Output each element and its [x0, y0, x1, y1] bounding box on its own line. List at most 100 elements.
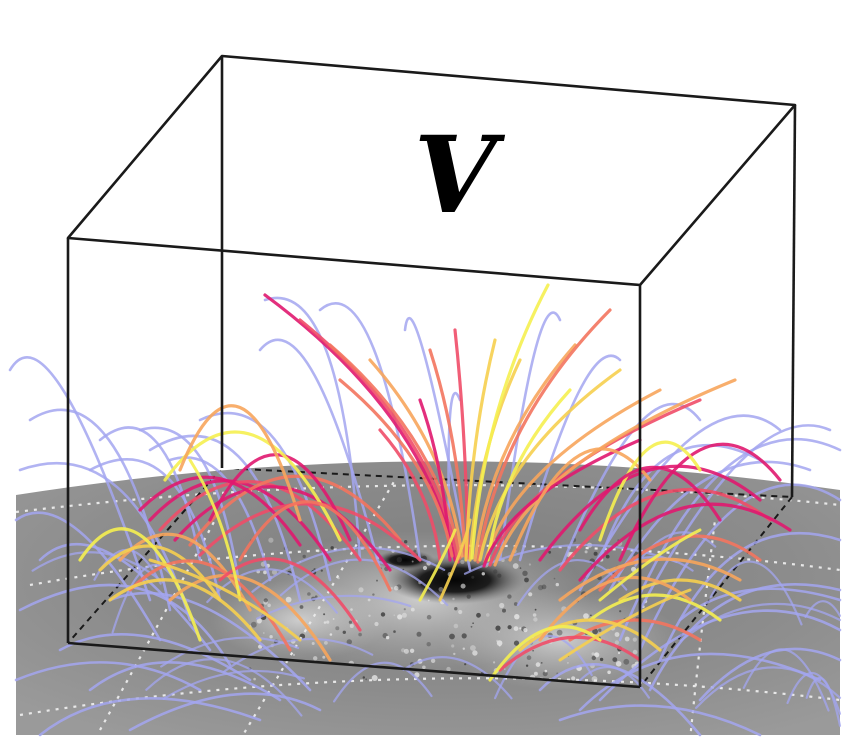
magnetogram-speckle: [504, 668, 506, 670]
magnetogram-speckle: [430, 658, 436, 663]
magnetogram-speckle: [528, 563, 532, 566]
magnetogram-speckle: [598, 628, 602, 632]
magnetogram-speckle: [571, 676, 576, 681]
magnetogram-speckle: [548, 550, 552, 554]
magnetogram-speckle: [599, 657, 604, 662]
magnetogram-speckle: [409, 648, 415, 653]
magnetogram-speckle: [411, 560, 414, 563]
open-field-line: [145, 658, 303, 717]
magnetogram-speckle: [593, 551, 598, 556]
magnetogram-speckle: [632, 637, 637, 642]
magnetogram-speckle: [263, 570, 267, 575]
open-field-line: [558, 704, 762, 737]
open-field-line: [695, 666, 842, 709]
magnetogram-speckle: [464, 663, 467, 666]
open-field-line: [38, 697, 262, 737]
magnetogram-speckle: [368, 614, 371, 617]
magnetogram-speckle: [335, 626, 340, 631]
open-field-line: [162, 669, 305, 700]
magnetogram-speckle: [612, 657, 618, 662]
magnetogram-speckle: [250, 621, 257, 628]
open-field-line: [148, 434, 302, 602]
closed-field-line: [618, 578, 742, 602]
magnetogram-speckle: [253, 677, 256, 681]
magnetogram-speckle: [584, 550, 588, 554]
open-field-line: [678, 587, 842, 622]
magnetogram-speckle: [553, 577, 556, 580]
magnetogram-speckle: [458, 609, 463, 615]
magnetogram-speckle: [614, 640, 620, 645]
magnetogram-speckle: [542, 671, 548, 677]
magnetogram-speckle: [495, 625, 501, 631]
closed-field-line: [578, 502, 792, 582]
closed-field-line: [173, 485, 392, 572]
open-field-line: [709, 560, 803, 626]
open-field-line: [108, 591, 312, 692]
open-field-line: [608, 460, 812, 592]
magnetogram-speckle: [348, 620, 352, 624]
magnetogram-speckle: [256, 618, 262, 624]
closed-field-line: [108, 578, 262, 642]
magnetogram-speckle: [422, 565, 428, 571]
magnetogram-speckle: [262, 632, 265, 634]
magnetogram-speckle: [460, 583, 466, 589]
magnetogram-speckle: [323, 621, 327, 624]
magnetogram-speckle: [390, 554, 393, 558]
magnetogram-speckle: [393, 585, 399, 591]
magnetogram-speckle: [462, 647, 465, 650]
closed-field-line: [198, 502, 422, 562]
magnetogram-speckle: [594, 652, 598, 656]
magnetogram-speckle: [451, 644, 455, 648]
magnetogram-speckle: [397, 614, 403, 620]
magnetogram-speckle: [499, 602, 505, 609]
magnetogram-speckle: [449, 633, 455, 640]
magnetogram-speckle: [385, 635, 390, 640]
magnetogram-speckle: [426, 614, 432, 620]
closed-field-line: [138, 475, 302, 547]
closed-field-line: [483, 388, 662, 564]
closed-field-line: [598, 534, 762, 592]
magnetogram-speckle: [441, 570, 444, 573]
magnetogram-speckle: [453, 652, 456, 656]
magnetogram-speckle: [320, 569, 323, 572]
magnetogram-speckle: [514, 614, 520, 620]
magnetogram-speckle: [460, 559, 465, 565]
open-field-line: [263, 296, 362, 562]
open-field-line: [658, 531, 842, 662]
box-front-bottom-edge: [67, 641, 641, 689]
magnetogram-speckle: [528, 592, 533, 597]
closed-field-line: [478, 368, 622, 562]
magnetogram-speckle: [519, 567, 522, 569]
magnetogram-speckle: [416, 631, 422, 637]
magnetogram-speckle: [329, 633, 333, 636]
magnetogram-speckle: [410, 607, 415, 612]
closed-field-line: [208, 453, 352, 542]
magnetogram-speckle: [332, 618, 335, 620]
closed-field-line: [598, 528, 702, 602]
magnetogram-speckle: [371, 675, 378, 681]
closed-field-line: [328, 343, 462, 560]
magnetogram-speckle: [496, 640, 503, 646]
magnetogram-speckle: [614, 632, 620, 637]
magnetogram-speckle: [454, 607, 458, 611]
magnetogram-speckle: [350, 608, 353, 611]
magnetogram-speckle: [372, 593, 375, 596]
magnetogram-speckle: [426, 642, 431, 647]
magnetogram-speckle: [307, 592, 311, 596]
magnetogram-speckle: [499, 645, 501, 647]
open-field-line: [18, 583, 232, 667]
magnetogram-speckle: [556, 629, 563, 636]
magnetogram-speckle: [493, 661, 496, 664]
closed-field-line: [438, 518, 472, 602]
magnetogram-speckle: [540, 662, 543, 664]
magnetogram-speckle: [263, 598, 268, 603]
magnetogram-speckle: [605, 554, 610, 559]
magnetogram-speckle: [502, 608, 506, 613]
closed-field-line: [470, 283, 550, 560]
closed-field-line: [476, 308, 612, 564]
magnetogram-speckle: [532, 613, 537, 617]
magnetogram-speckle: [544, 669, 548, 673]
volume-label: V: [414, 112, 506, 237]
closed-field-line: [378, 428, 442, 562]
